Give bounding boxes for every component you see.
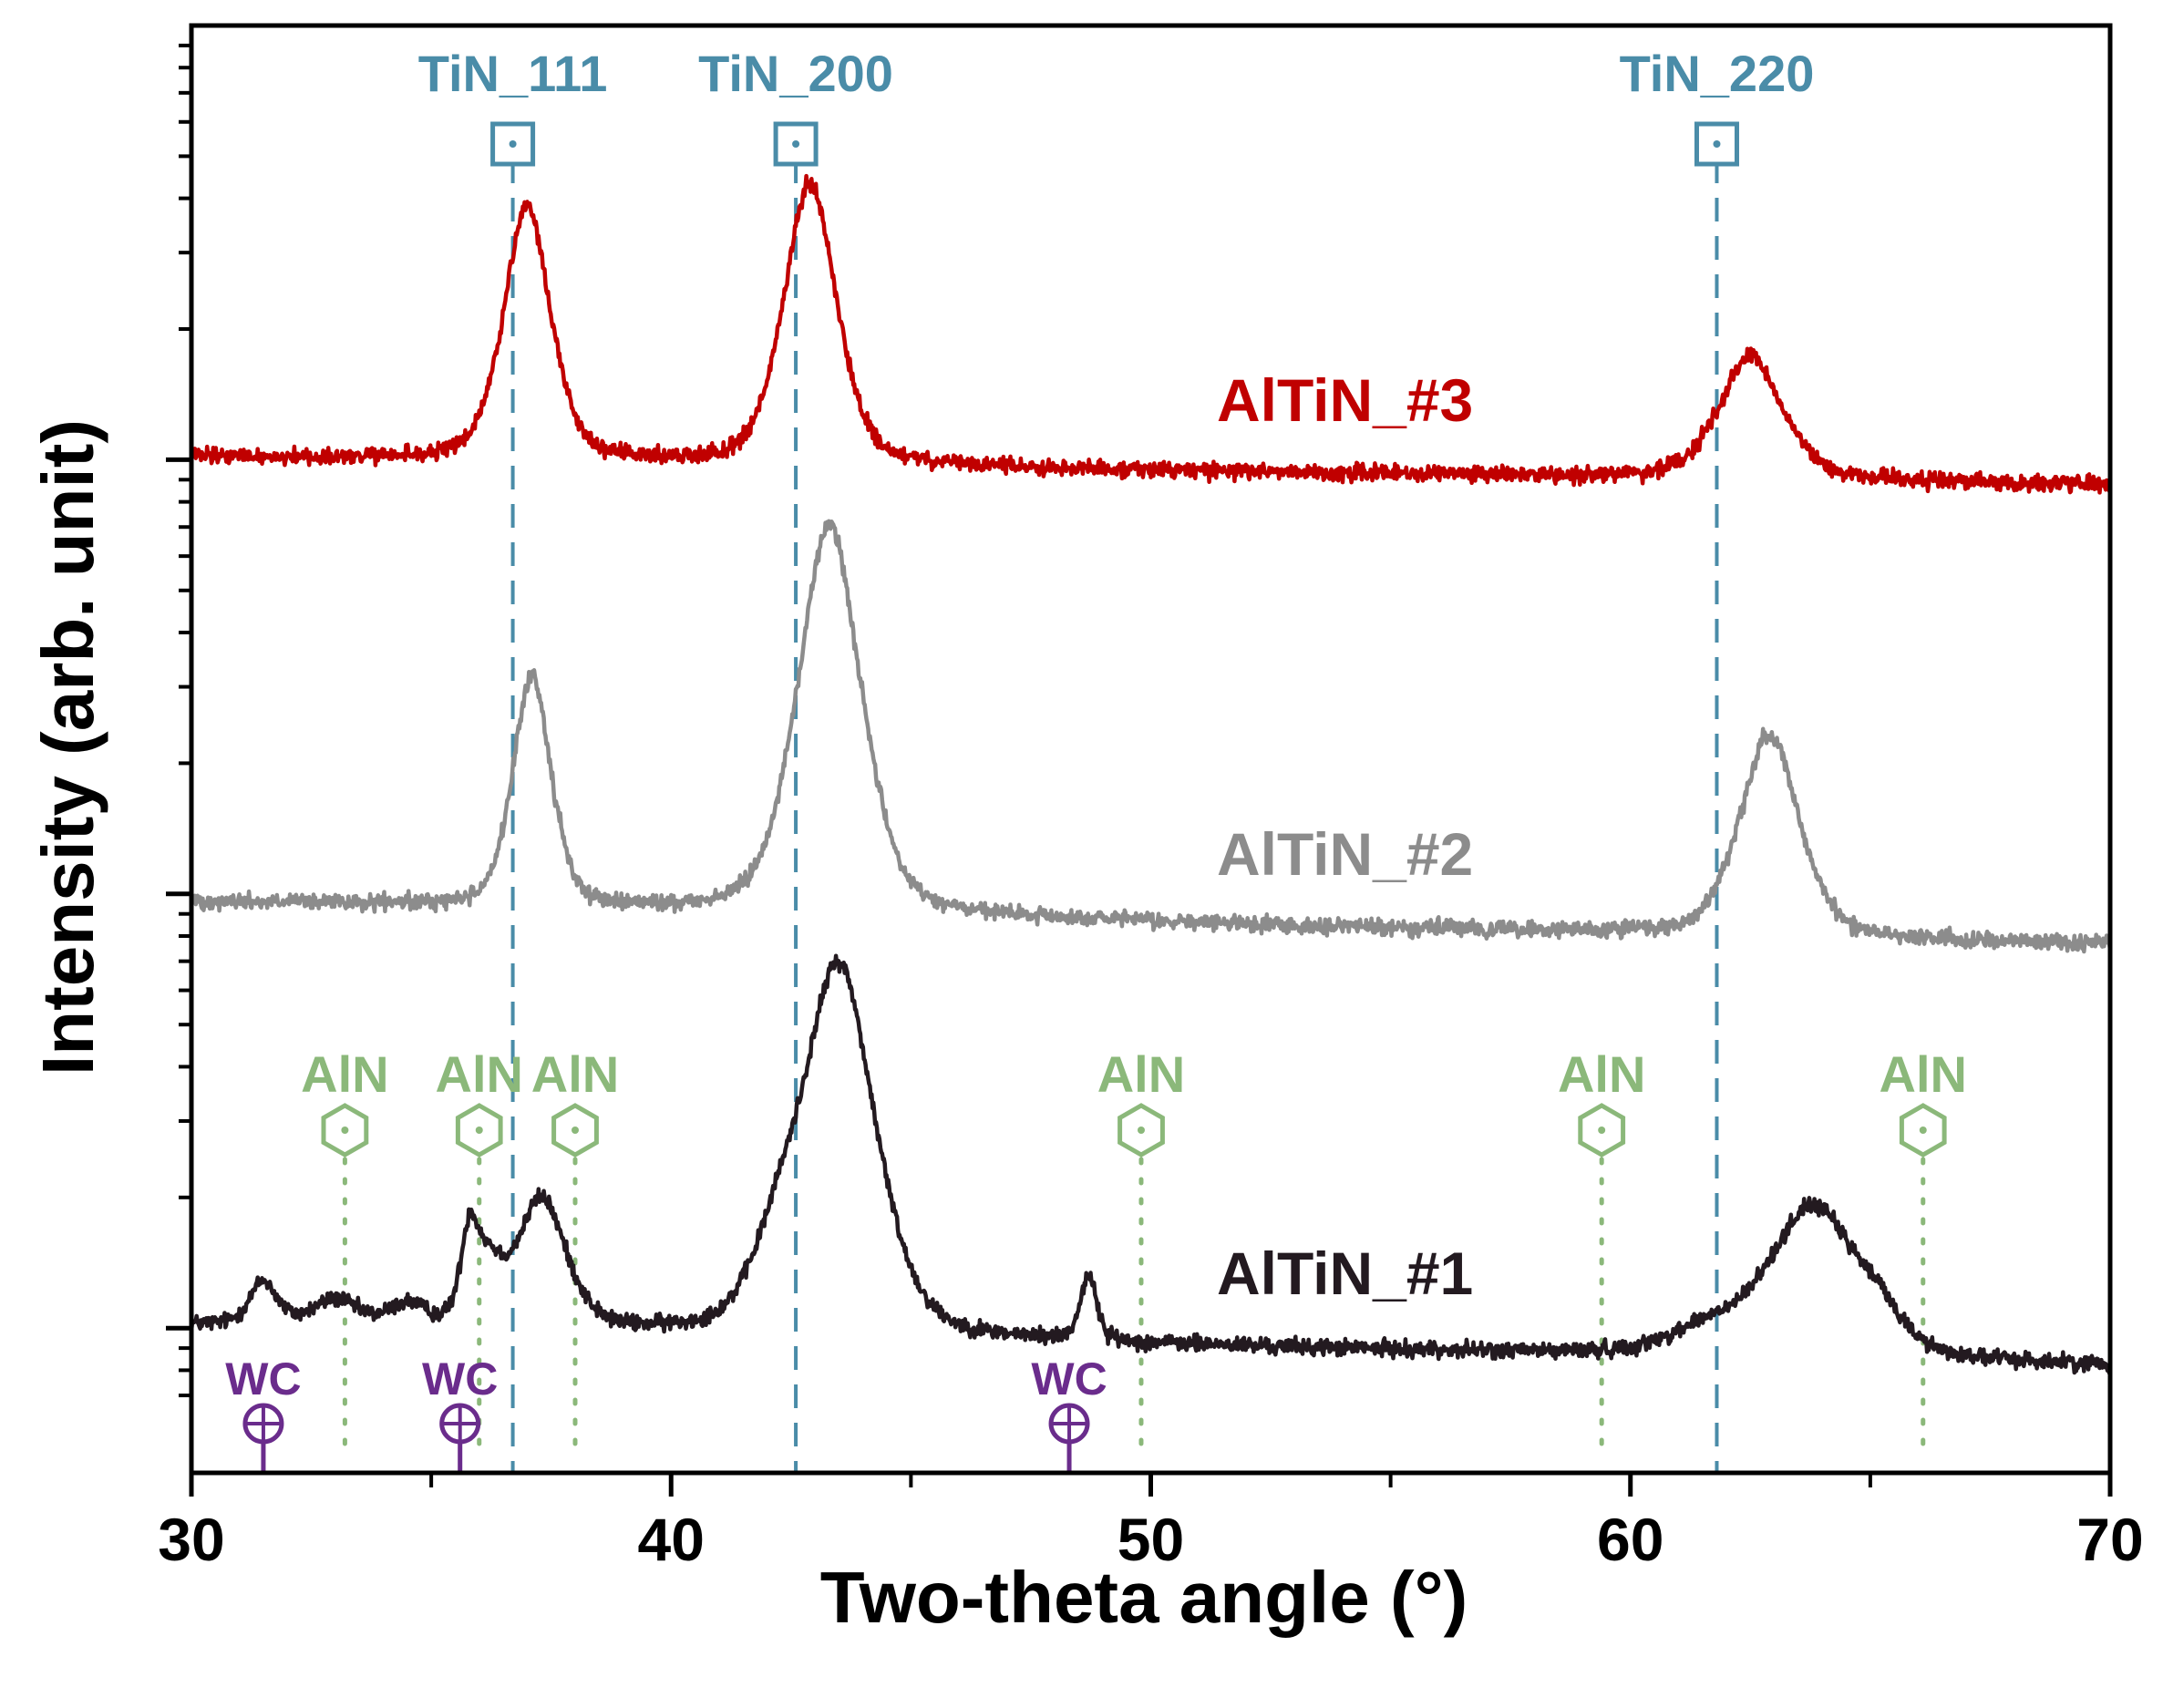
aln-marker-dot	[1919, 1127, 1927, 1134]
series-lines	[189, 173, 2113, 1375]
series-labels: AlTiN_#3 AlTiN_#2 AlTiN_#1	[1217, 366, 1473, 1307]
series-label-altin-1: AlTiN_#1	[1217, 1240, 1473, 1307]
aln-peak-label: AlN	[1880, 1045, 1967, 1103]
wc-peak-label: WC	[225, 1353, 301, 1404]
aln-marker-dot	[475, 1127, 483, 1134]
wc-peak-label: WC	[422, 1353, 498, 1404]
series-line-altin-3	[190, 173, 2113, 495]
x-tick-label: 60	[1597, 1506, 1663, 1573]
tin-peak-label: TiN_220	[1620, 45, 1815, 102]
aln-peak-label: AlN	[531, 1045, 619, 1103]
series-label-altin-2: AlTiN_#2	[1217, 820, 1473, 888]
aln-marker-dot	[1598, 1127, 1606, 1134]
aln-marker-dot	[572, 1127, 579, 1134]
tin-peak-label: TiN_111	[418, 45, 608, 102]
tin-marker-dot	[792, 140, 800, 148]
x-tick-label: 50	[1118, 1506, 1184, 1573]
tin-marker-dot	[1713, 140, 1721, 148]
y-axis-title: Intensity (arb. unit)	[27, 419, 108, 1075]
x-tick-label: 30	[158, 1506, 224, 1573]
aln-peak-label: AlN	[1097, 1045, 1185, 1103]
tin-square-marker	[773, 121, 819, 167]
x-tick-label: 40	[638, 1506, 705, 1573]
series-line-altin-2	[189, 519, 2113, 954]
aln-marker-dot	[1137, 1127, 1145, 1134]
aln-marker-dot	[341, 1127, 349, 1134]
x-tick-label: 70	[2076, 1506, 2143, 1573]
series-line-altin-1	[189, 953, 2113, 1375]
axes: 30 40 50 60 70	[158, 23, 2144, 1573]
tin-peak-label: TiN_200	[698, 45, 893, 102]
wc-peak-label: WC	[1031, 1353, 1107, 1404]
tin-marker-dot	[509, 140, 517, 148]
plot-frame	[189, 23, 2113, 1476]
series-label-altin-3: AlTiN_#3	[1217, 366, 1473, 434]
aln-peak-label: AlN	[301, 1045, 388, 1103]
x-axis-title: Two-theta angle (°)	[820, 1557, 1468, 1638]
aln-peak-label: AlN	[436, 1045, 523, 1103]
aln-peak-label: AlN	[1558, 1045, 1645, 1103]
